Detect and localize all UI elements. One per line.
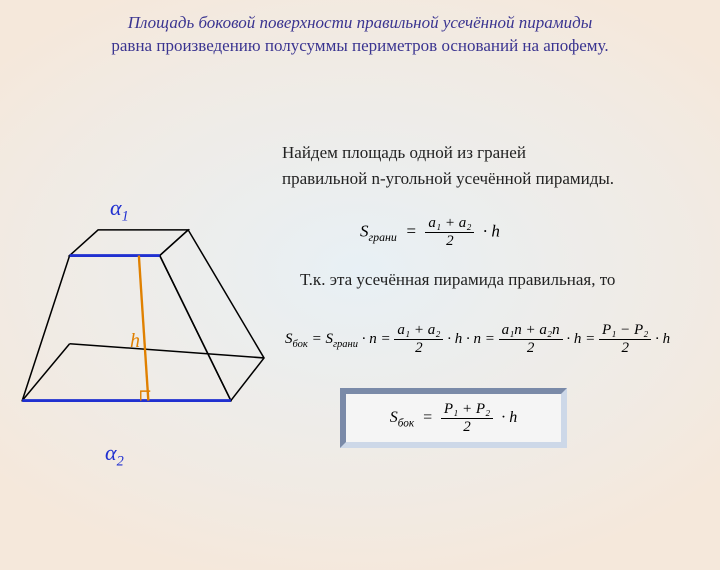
diagram-bottom-back-top <box>70 344 264 358</box>
label-h: h <box>130 330 140 353</box>
theorem-rest: равна произведению полусуммы периметров … <box>111 36 608 55</box>
frustum-diagram <box>8 155 283 485</box>
body-line1: Найдем площадь одной из граней <box>282 143 526 162</box>
diagram-front-face <box>22 256 231 401</box>
theorem-title: Площадь боковой поверхности правильной у… <box>128 13 593 32</box>
body-line3: Т.к. эта усечённая пирамида правильная, … <box>300 270 615 289</box>
formula-result-box: Sбок = P₁ + P₂ 2 · h <box>340 388 567 448</box>
label-a1: α1 <box>110 195 129 225</box>
body-paragraph-1: Найдем площадь одной из граней правильно… <box>282 140 662 191</box>
body-paragraph-2: Т.к. эта усечённая пирамида правильная, … <box>300 268 630 292</box>
label-a2: α2 <box>105 440 124 470</box>
diagram-bottom-back-left <box>22 344 69 401</box>
diagram-apothem <box>139 256 148 401</box>
header-text: Площадь боковой поверхности правильной у… <box>0 0 720 58</box>
diagram-top-face <box>70 230 189 256</box>
diagram-right-face <box>160 230 264 401</box>
body-line2: правильной n-угольной усечённой пирамиды… <box>282 169 614 188</box>
formula-face-area: Sграни = a₁ + a₂ 2 · h <box>360 215 500 250</box>
formula-lateral-chain: Sбок = Sграни · n = a₁ + a₂ 2 · h · n = … <box>285 322 670 357</box>
